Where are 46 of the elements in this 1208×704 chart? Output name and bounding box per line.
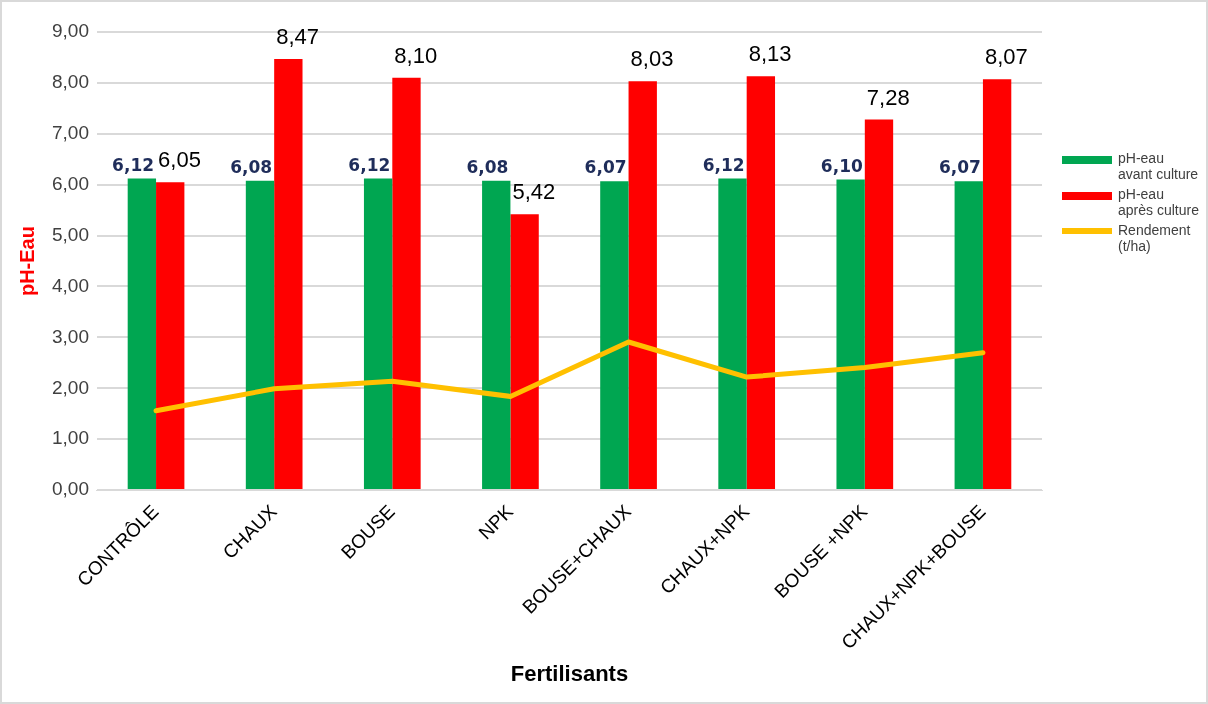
legend-label: pH-eau après culture: [1118, 186, 1200, 218]
bar: [363, 178, 393, 490]
bar: [482, 180, 511, 490]
bar: [127, 178, 157, 490]
bar: [392, 77, 421, 490]
y-tick-label: 9,00: [52, 20, 89, 42]
data-label: 5,42: [512, 179, 556, 205]
bar: [982, 79, 1012, 490]
data-label: 8,10: [394, 42, 438, 68]
y-tick-label: 2,00: [52, 376, 89, 398]
bar: [245, 180, 275, 490]
data-label: 6,12: [112, 154, 155, 175]
bar: [954, 181, 983, 490]
data-label: 8,13: [748, 41, 792, 67]
data-label: 6,08: [230, 156, 273, 177]
y-tick-label: 1,00: [52, 427, 89, 449]
data-label: 7,28: [866, 84, 910, 110]
data-label: 6,10: [820, 155, 863, 176]
y-tick-label: 8,00: [52, 71, 89, 93]
bar: [510, 214, 539, 490]
data-label: 6,07: [584, 157, 627, 178]
data-label: 6,12: [702, 154, 745, 175]
y-tick-label: 7,00: [52, 122, 89, 144]
bar: [274, 58, 303, 490]
data-label: 6,12: [348, 154, 391, 175]
data-label: 8,47: [276, 24, 319, 50]
y-tick-label: 4,00: [52, 274, 89, 296]
bar: [864, 119, 894, 490]
bar: [156, 182, 185, 490]
y-tick-label: 0,00: [52, 478, 89, 500]
y-tick-label: 5,00: [52, 223, 89, 245]
bar: [746, 76, 776, 490]
data-label: 6,05: [158, 147, 201, 173]
x-axis-title: Fertilisants: [510, 660, 629, 686]
y-axis-title: pH-Eau: [15, 226, 38, 297]
bar: [600, 181, 629, 490]
y-tick-label: 3,00: [52, 325, 89, 347]
data-label: 6,07: [938, 157, 981, 178]
bar: [836, 179, 865, 490]
bar: [718, 178, 747, 490]
data-label: 8,07: [984, 44, 1028, 70]
data-label: 6,08: [466, 156, 509, 177]
bar: [628, 81, 657, 490]
data-label: 8,03: [630, 46, 674, 72]
legend-label: Rendement (t/ha): [1118, 222, 1192, 254]
y-tick-label: 6,00: [52, 172, 89, 194]
